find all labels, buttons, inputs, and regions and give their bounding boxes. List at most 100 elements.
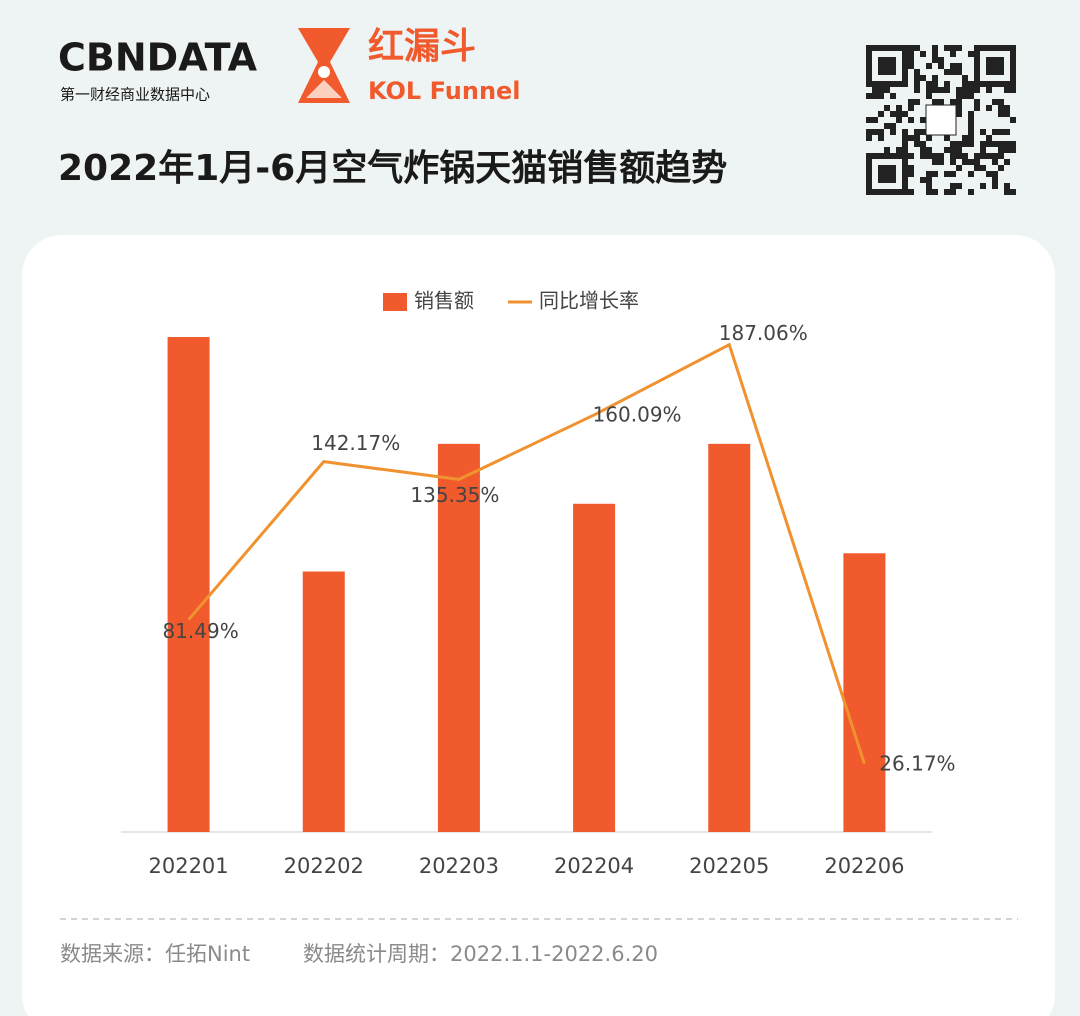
qr-cell (992, 99, 998, 105)
qr-cell (884, 147, 890, 153)
qr-cell (1004, 183, 1010, 189)
qr-cell (890, 111, 896, 117)
qr-cell (914, 81, 920, 87)
qr-cell (1004, 81, 1010, 87)
qr-cell (980, 147, 986, 153)
qr-cell (908, 45, 914, 51)
funnel-logo (298, 28, 350, 103)
qr-cell (866, 183, 872, 189)
qr-cell (1004, 141, 1010, 147)
qr-cell (866, 135, 872, 141)
qr-cell (902, 165, 908, 171)
qr-cell (992, 177, 998, 183)
qr-cell (980, 141, 986, 147)
qr-cell (884, 189, 890, 195)
qr-cell (950, 45, 956, 51)
qr-cell (926, 87, 932, 93)
qr-cell (902, 183, 908, 189)
qr-cell (998, 105, 1004, 111)
qr-cell (914, 69, 920, 75)
qr-cell (974, 69, 980, 75)
qr-cell (986, 135, 992, 141)
qr-cell (866, 75, 872, 81)
qr-cell (914, 45, 920, 51)
qr-cell (890, 123, 896, 129)
qr-cell (932, 75, 938, 81)
qr-cell (950, 51, 956, 57)
qr-cell (926, 153, 932, 159)
qr-cell (986, 69, 992, 75)
qr-cell (866, 93, 872, 99)
qr-cell (992, 171, 998, 177)
data-label: 142.17% (311, 431, 400, 455)
qr-cell (1010, 189, 1016, 195)
qr-cell (866, 189, 872, 195)
qr-cell (938, 57, 944, 63)
qr-cell (866, 171, 872, 177)
qr-cell (914, 135, 920, 141)
qr-cell (872, 45, 878, 51)
qr-cell (872, 129, 878, 135)
qr-cell (896, 189, 902, 195)
qr-cell (872, 81, 878, 87)
qr-cell (932, 87, 938, 93)
qr-cell (932, 99, 938, 105)
qr-cell (974, 75, 980, 81)
qr-cell (1004, 45, 1010, 51)
qr-cell (1010, 117, 1016, 123)
qr-cell (1010, 87, 1016, 93)
qr-cell (956, 69, 962, 75)
qr-cell (866, 117, 872, 123)
qr-cell (890, 63, 896, 69)
qr-cell (974, 51, 980, 57)
qr-cell (902, 129, 908, 135)
bar (573, 503, 616, 832)
qr-cell (962, 93, 968, 99)
qr-cell (902, 147, 908, 153)
qr-cell (968, 171, 974, 177)
legend-swatch (383, 293, 407, 311)
qr-center (925, 104, 957, 136)
qr-cell (914, 87, 920, 93)
qr-cell (986, 57, 992, 63)
bar (708, 443, 751, 832)
qr-cell (974, 57, 980, 63)
qr-cell (866, 177, 872, 183)
qr-cell (932, 153, 938, 159)
qr-cell (950, 141, 956, 147)
qr-cell (866, 57, 872, 63)
qr-cell (908, 189, 914, 195)
qr-cell (980, 165, 986, 171)
qr-cell (992, 81, 998, 87)
qr-cell (992, 57, 998, 63)
qr-cell (914, 99, 920, 105)
qr-cell (998, 57, 1004, 63)
qr-cell (998, 111, 1004, 117)
qr-cell (998, 45, 1004, 51)
x-tick-label: 202204 (554, 854, 634, 878)
qr-cell (980, 81, 986, 87)
qr-cell (950, 159, 956, 165)
qr-cell (998, 69, 1004, 75)
qr-cell (998, 147, 1004, 153)
qr-cell (944, 45, 950, 51)
qr-cell (884, 69, 890, 75)
qr-cell (974, 153, 980, 159)
qr-cell (950, 69, 956, 75)
qr-cell (1010, 51, 1016, 57)
source: 数据来源：任拓Nint (60, 942, 250, 966)
qr-cell (896, 117, 902, 123)
data-label: 26.17% (879, 751, 955, 775)
qr-cell (908, 165, 914, 171)
brand-sub: 第一财经商业数据中心 (60, 86, 210, 104)
qr-cell (956, 111, 962, 117)
qr-cell (968, 117, 974, 123)
qr-cell (878, 57, 884, 63)
qr-cell (902, 159, 908, 165)
qr-cell (902, 111, 908, 117)
qr-cell (866, 129, 872, 135)
logo-en: KOL Funnel (368, 77, 521, 105)
qr-cell (974, 159, 980, 165)
qr-cell (902, 189, 908, 195)
